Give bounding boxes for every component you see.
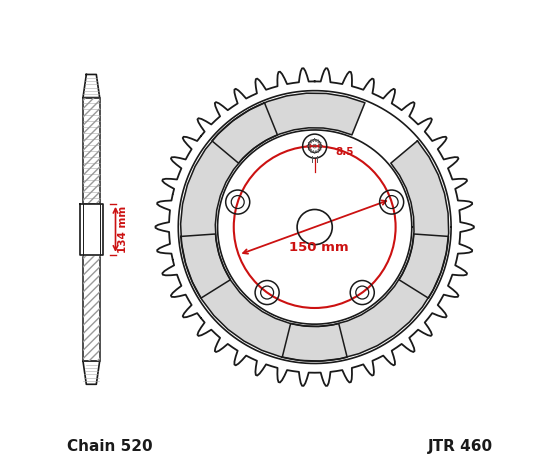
Polygon shape — [181, 93, 449, 361]
Text: 134 mm: 134 mm — [118, 206, 128, 253]
Polygon shape — [181, 234, 230, 298]
Text: 150 mm: 150 mm — [290, 241, 349, 255]
Polygon shape — [83, 255, 100, 361]
Text: 8.5: 8.5 — [335, 146, 353, 157]
Polygon shape — [212, 102, 277, 163]
Polygon shape — [80, 204, 102, 255]
Polygon shape — [282, 323, 347, 361]
Polygon shape — [83, 74, 100, 98]
Polygon shape — [83, 361, 100, 384]
Text: Chain 520: Chain 520 — [67, 439, 153, 454]
Polygon shape — [399, 234, 449, 298]
Polygon shape — [83, 98, 100, 204]
Text: JTR 460: JTR 460 — [428, 439, 493, 454]
